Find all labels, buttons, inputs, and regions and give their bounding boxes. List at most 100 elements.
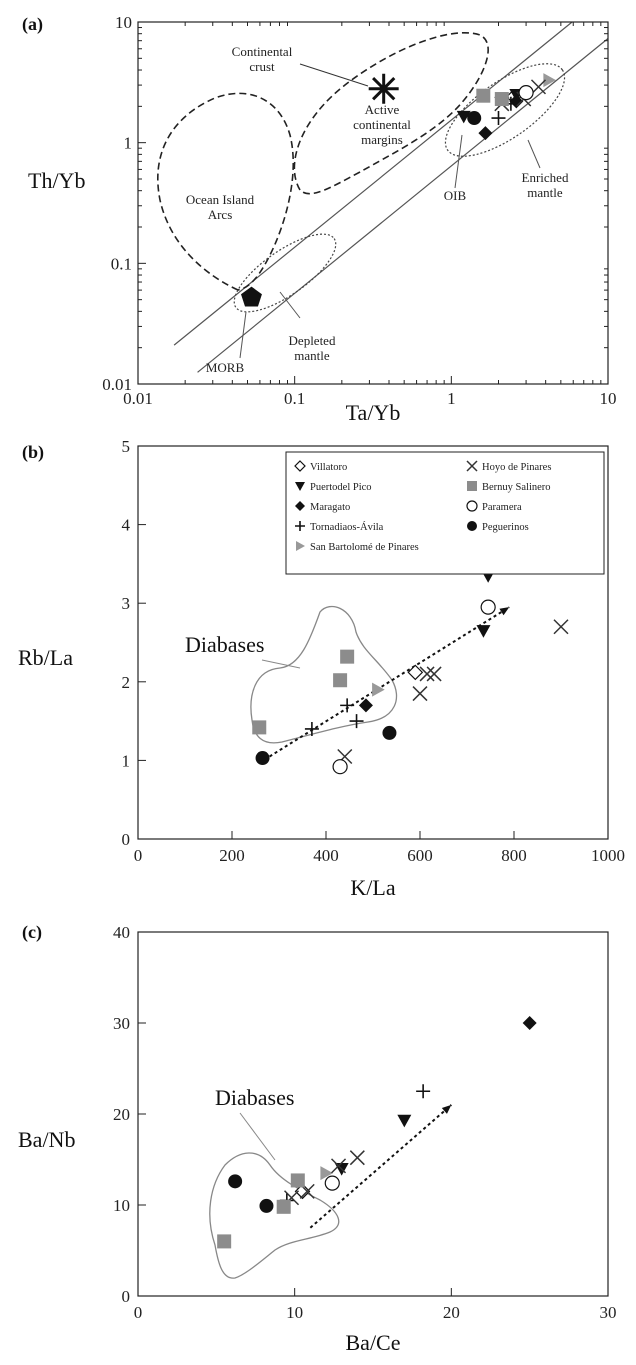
diabases-label-b: Diabases [185, 632, 264, 657]
point-hoyo-de-pinares [412, 686, 428, 702]
point-maragato [478, 126, 493, 141]
point-maragato [522, 1016, 537, 1030]
annotation-line: Continental [232, 44, 293, 59]
panel-b-trend-arrowhead [499, 607, 510, 616]
point-paramera [518, 84, 534, 101]
point-bernuy-salinero [252, 720, 267, 735]
point-villatoro [294, 1183, 311, 1200]
annotation-line: Depleted [289, 333, 336, 348]
point-peguerinos [467, 111, 482, 126]
point-bernuy-salinero [290, 1173, 305, 1188]
annotation-line: margins [361, 132, 403, 147]
legend-label-tornadiaos-avila: Tornadiaos-Ávila [310, 521, 384, 533]
panel-b-xtick-label: 200 [219, 846, 245, 865]
annotation-enriched-mantle: Enriched mantle [522, 170, 569, 200]
panel-c-xlabel: Ba/Ce [346, 1330, 401, 1355]
legend-label-bernuy-salinero: Bernuy Salinero [482, 482, 551, 493]
panel-b-xlabel: K/La [350, 875, 395, 900]
point-puertodel-pico [397, 1114, 412, 1128]
point-peguerinos [228, 1174, 243, 1189]
panel-b-ytick-label: 3 [122, 594, 131, 613]
leader-depleted-mantle [279, 291, 301, 319]
legend-label-hoyo-de-pinares: Hoyo de Pinares [482, 462, 551, 473]
point-puertodel-pico [456, 110, 471, 124]
annotation-line: OIB [444, 188, 467, 203]
legend-marker-san-bartolome-de-pinares [296, 541, 305, 551]
mantle-array-upper-line [173, 21, 573, 346]
legend-marker-maragato [295, 501, 305, 511]
legend-label-san-bartolome-de-pinares: San Bartolomé de Pinares [310, 542, 419, 553]
point-peguerinos [382, 725, 397, 740]
point-bernuy-salinero [217, 1234, 232, 1249]
panel-c-label: (c) [22, 922, 42, 943]
point-hoyo-de-pinares [331, 1158, 347, 1174]
panel-c-marks [217, 1016, 537, 1249]
panel-c-ylabel: Ba/Nb [18, 1127, 75, 1152]
point-tornadiaos-avila [349, 714, 364, 729]
legend-marker-puertodel-pico [295, 482, 305, 491]
panel-a-xtick-label: 0.1 [284, 389, 305, 408]
panel-c-ytick-label: 30 [113, 1014, 130, 1033]
panel-c-xtick-label: 0 [134, 1303, 143, 1322]
annotation-continental-crust: Continental crust [232, 44, 293, 74]
point-bernuy-salinero [476, 88, 491, 103]
annotation-ocean-island-arcs: Ocean Island Arcs [186, 192, 255, 222]
panel-c-trend-arrow [309, 1104, 452, 1229]
panel-a-xtick-label: 0.01 [123, 389, 153, 408]
panel-a-ytick-label: 0.1 [111, 254, 132, 273]
panel-a-ylabel: Th/Yb [28, 168, 85, 193]
leader-oib [454, 134, 463, 189]
annotation-active-continental-margins: Active continental margins [353, 102, 411, 147]
enriched-mantle-field [444, 63, 566, 157]
panel-a-label: (a) [22, 14, 43, 35]
point-bernuy-salinero [276, 1199, 291, 1214]
diabases-label-c: Diabases [215, 1085, 294, 1110]
point-paramera [324, 1175, 340, 1191]
panel-a-xlabel: Ta/Yb [346, 400, 401, 425]
annotation-line: mantle [527, 185, 563, 200]
panel-b-xtick-label: 0 [134, 846, 143, 865]
legend-label-puertodel-pico: Puertodel Pico [310, 482, 372, 493]
point-hoyo-de-pinares [419, 666, 435, 682]
ocean-island-arcs-field [157, 92, 295, 291]
panel-b-ytick-label: 1 [122, 751, 131, 770]
leader-morb [239, 311, 247, 359]
legend-label-peguerinos: Peguerinos [482, 522, 529, 533]
panel-b-trend-arrow [269, 606, 510, 758]
legend-label-villatoro: Villatoro [310, 462, 347, 473]
panel-a-ticks: 0.01 0.1 1 10 0.01 0.1 1 10 [102, 13, 616, 408]
diabases-field-c [209, 1152, 340, 1279]
diabases-leader-b [261, 659, 301, 669]
annotation-line: MORB [206, 360, 245, 375]
annotation-depleted-mantle: Depleted mantle [289, 333, 336, 363]
annotation-line: Arcs [208, 207, 233, 222]
point-hoyo-de-pinares [349, 1150, 365, 1166]
panel-b-ticks: 0 200 400 600 800 1000 0 1 2 3 4 5 [122, 437, 626, 865]
panel-b-xtick-label: 600 [407, 846, 433, 865]
point-maragato [509, 94, 524, 109]
point-san-bartolome-de-pinares [320, 1166, 333, 1181]
annotation-line: Enriched [522, 170, 569, 185]
point-villatoro [407, 664, 424, 681]
point-tornadiaos-avila [416, 1084, 431, 1099]
panel-b-ytick-label: 4 [122, 516, 131, 535]
point-tornadiaos-avila [304, 721, 319, 736]
panel-a-annotations: Continental crust Active continental margins… [157, 21, 609, 375]
annotation-line: crust [249, 59, 275, 74]
panel-b-xtick-label: 800 [501, 846, 527, 865]
legend-marker-tornadiaos-avila [295, 521, 305, 531]
legend: Villatoro Hoyo de Pinares Puertodel Pico Be… [285, 451, 605, 575]
panel-a-plot-area [137, 21, 609, 385]
point-hoyo-de-pinares [530, 79, 547, 95]
diabases-leader-c [239, 1112, 276, 1161]
point-peguerinos [255, 751, 270, 766]
panel-c-ticks: 0 10 20 30 0 10 20 30 40 [113, 923, 617, 1322]
panel-b-ytick-label: 5 [122, 437, 131, 456]
panel-c-trend-arrowhead [441, 1104, 452, 1114]
annotation-line: Active [365, 102, 400, 117]
diabases-field-b [250, 606, 398, 744]
point-peguerinos [259, 1198, 274, 1213]
panel-c-ytick-label: 0 [122, 1287, 131, 1306]
panel-a-marks [241, 73, 556, 307]
